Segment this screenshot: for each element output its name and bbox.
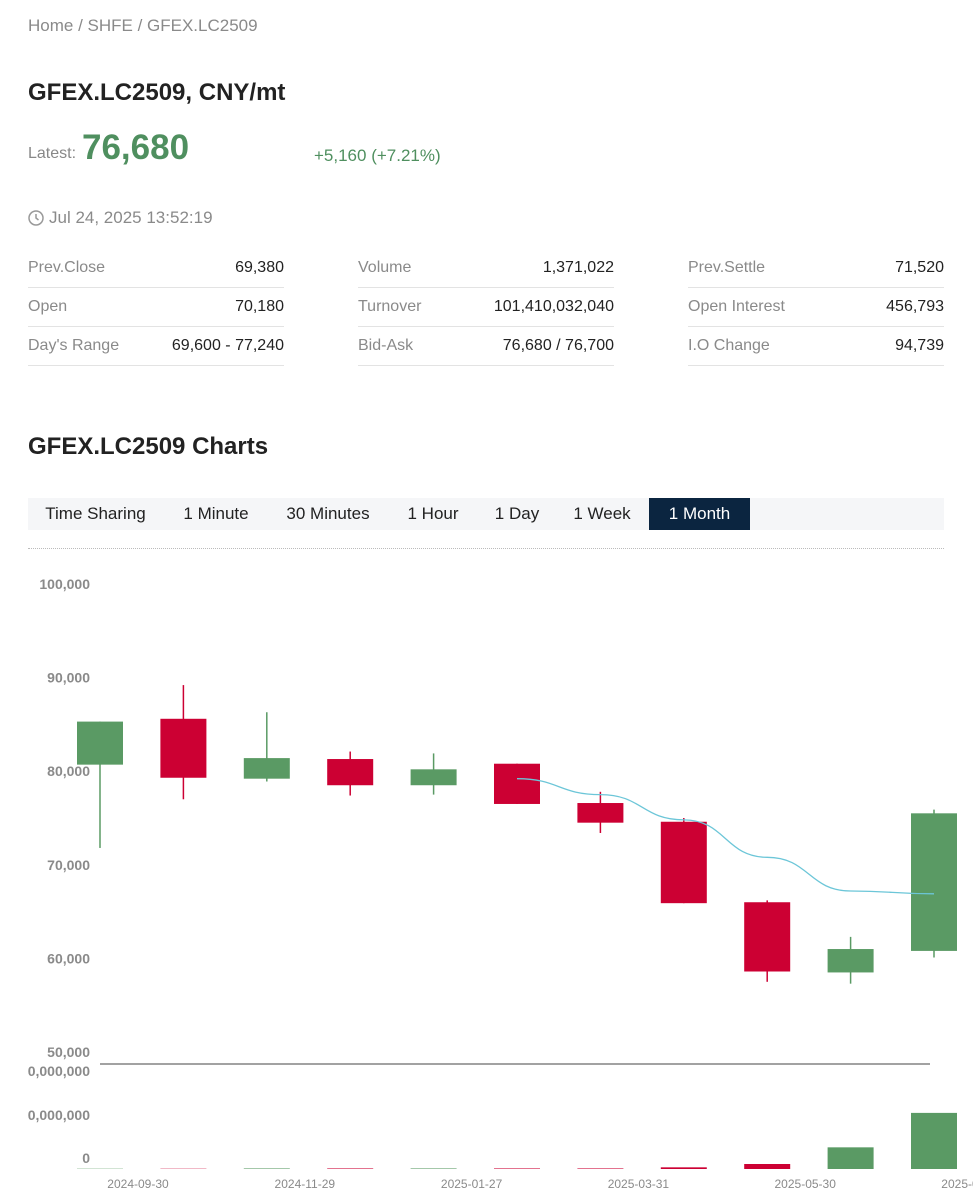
- tab-time-sharing[interactable]: Time Sharing: [45, 504, 146, 523]
- tab-30-minutes[interactable]: 30 Minutes: [286, 504, 370, 523]
- candle-body[interactable]: [494, 763, 540, 804]
- volume-bar[interactable]: [911, 1112, 957, 1169]
- candle-body[interactable]: [827, 949, 874, 973]
- stat-label: Volume: [358, 259, 412, 276]
- stat-label: Day's Range: [28, 337, 120, 354]
- stat-value: 76,680 / 76,700: [502, 337, 614, 354]
- price-tick-label: 70,000: [47, 857, 90, 873]
- stats-column-2: Volume 1,371,022 Turnover 101,410,032,040 …: [358, 249, 614, 366]
- candles-group: [77, 685, 957, 984]
- stat-value: 1,371,022: [542, 259, 614, 276]
- candle-body[interactable]: [77, 721, 123, 765]
- stat-io-change: I.O Change 94,739: [688, 327, 944, 366]
- volume-bar[interactable]: [243, 1168, 290, 1169]
- date-tick-label: 2025-05-30: [775, 1177, 837, 1191]
- tab-1-week[interactable]: 1 Week: [573, 504, 631, 523]
- stat-label: Turnover: [358, 298, 422, 315]
- stat-value: 456,793: [886, 298, 944, 315]
- tab-1-day[interactable]: 1 Day: [494, 504, 540, 523]
- stat-turnover: Turnover 101,410,032,040: [358, 288, 614, 327]
- stat-days-range: Day's Range 69,600 - 77,240: [28, 327, 284, 366]
- timestamp: Jul 24, 2025 13:52:19: [28, 208, 213, 228]
- price-tick-label: 100,000: [39, 576, 90, 592]
- stat-value: 101,410,032,040: [493, 298, 614, 315]
- stat-prev-close: Prev.Close 69,380: [28, 249, 284, 288]
- stat-value: 94,739: [895, 337, 944, 354]
- volume-bar[interactable]: [744, 1164, 791, 1169]
- price-axis: 100,000 90,000 80,000 70,000 60,000 50,000: [39, 576, 90, 1060]
- tab-1-minute[interactable]: 1 Minute: [183, 504, 249, 523]
- volume-bar[interactable]: [827, 1147, 874, 1169]
- candle-body[interactable]: [660, 821, 707, 904]
- price-change: +5,160 (+7.21%): [314, 146, 441, 165]
- candle-body[interactable]: [327, 759, 374, 786]
- volume-tick-label: 0: [82, 1150, 90, 1166]
- date-tick-label: 2025-03-31: [608, 1177, 670, 1191]
- volume-bar[interactable]: [494, 1168, 540, 1169]
- stat-volume: Volume 1,371,022: [358, 249, 614, 288]
- tab-1-month[interactable]: 1 Month: [649, 498, 750, 530]
- volume-axis: 0,000,000 0,000,000 0: [28, 1063, 91, 1166]
- volume-bar[interactable]: [410, 1168, 457, 1169]
- page-title: GFEX.LC2509, CNY/mt: [28, 79, 286, 106]
- stat-label: Bid-Ask: [358, 337, 414, 354]
- volume-bar[interactable]: [327, 1168, 374, 1169]
- candlestick-chart[interactable]: 100,000 90,000 80,000 70,000 60,000 50,000 0,…: [0, 555, 973, 1200]
- breadcrumb[interactable]: Home / SHFE / GFEX.LC2509: [28, 16, 258, 35]
- stat-value: 70,180: [235, 298, 284, 315]
- candle-body[interactable]: [744, 902, 791, 972]
- date-tick-label: 2025-07-24: [941, 1177, 973, 1191]
- price-tick-label: 60,000: [47, 950, 90, 966]
- candle-body[interactable]: [410, 769, 457, 786]
- volume-bar[interactable]: [77, 1168, 123, 1170]
- stats-grid: Prev.Close 69,380 Open 70,180 Day's Range 6…: [28, 249, 944, 367]
- stat-value: 69,380: [235, 259, 284, 276]
- latest-label: Latest:: [28, 145, 77, 162]
- volume-tick-label: 0,000,000: [28, 1063, 90, 1079]
- stat-label: Prev.Settle: [688, 259, 766, 276]
- stat-prev-settle: Prev.Settle 71,520: [688, 249, 944, 288]
- candle-body[interactable]: [577, 803, 624, 823]
- volume-bar[interactable]: [660, 1167, 707, 1169]
- stat-value: 69,600 - 77,240: [171, 337, 284, 354]
- timeframe-tabs: Time Sharing 1 Minute 30 Minutes 1 Hour …: [28, 498, 944, 530]
- latest-value: 76,680: [82, 128, 190, 167]
- candle-body[interactable]: [243, 758, 290, 779]
- stat-open: Open 70,180: [28, 288, 284, 327]
- date-tick-label: 2025-01-27: [441, 1177, 503, 1191]
- stat-label: I.O Change: [688, 337, 770, 354]
- price-tick-label: 90,000: [47, 670, 90, 686]
- stat-label: Open: [28, 298, 68, 315]
- stat-value: 71,520: [895, 259, 944, 276]
- price-tick-label: 50,000: [47, 1044, 90, 1060]
- latest-price-row: Latest: 76,680 +5,160 (+7.21%): [28, 128, 548, 172]
- candle-body[interactable]: [160, 718, 207, 778]
- stats-column-1: Prev.Close 69,380 Open 70,180 Day's Range 6…: [28, 249, 284, 366]
- moving-average-line: [516, 778, 935, 895]
- date-tick-label: 2024-11-29: [275, 1177, 336, 1191]
- tab-1-hour[interactable]: 1 Hour: [407, 504, 459, 523]
- price-tick-label: 80,000: [47, 763, 90, 779]
- stat-label: Prev.Close: [28, 259, 106, 276]
- charts-title: GFEX.LC2509 Charts: [28, 433, 269, 460]
- date-axis: 2024-09-30 2024-11-29 2025-01-27 2025-03-31…: [107, 1177, 973, 1191]
- chart-divider: [28, 548, 944, 549]
- clock-icon: [28, 210, 44, 226]
- stats-column-3: Prev.Settle 71,520 Open Interest 456,793 I…: [688, 249, 944, 366]
- volume-tick-label: 0,000,000: [28, 1107, 90, 1123]
- timestamp-text: Jul 24, 2025 13:52:19: [49, 208, 213, 227]
- volume-bar[interactable]: [577, 1168, 624, 1169]
- candle-body[interactable]: [911, 813, 957, 951]
- stat-bid-ask: Bid-Ask 76,680 / 76,700: [358, 327, 614, 366]
- volume-bars-group: [77, 1112, 957, 1170]
- stat-label: Open Interest: [688, 298, 785, 315]
- volume-bar[interactable]: [160, 1168, 207, 1170]
- stat-open-interest: Open Interest 456,793: [688, 288, 944, 327]
- date-tick-label: 2024-09-30: [107, 1177, 169, 1191]
